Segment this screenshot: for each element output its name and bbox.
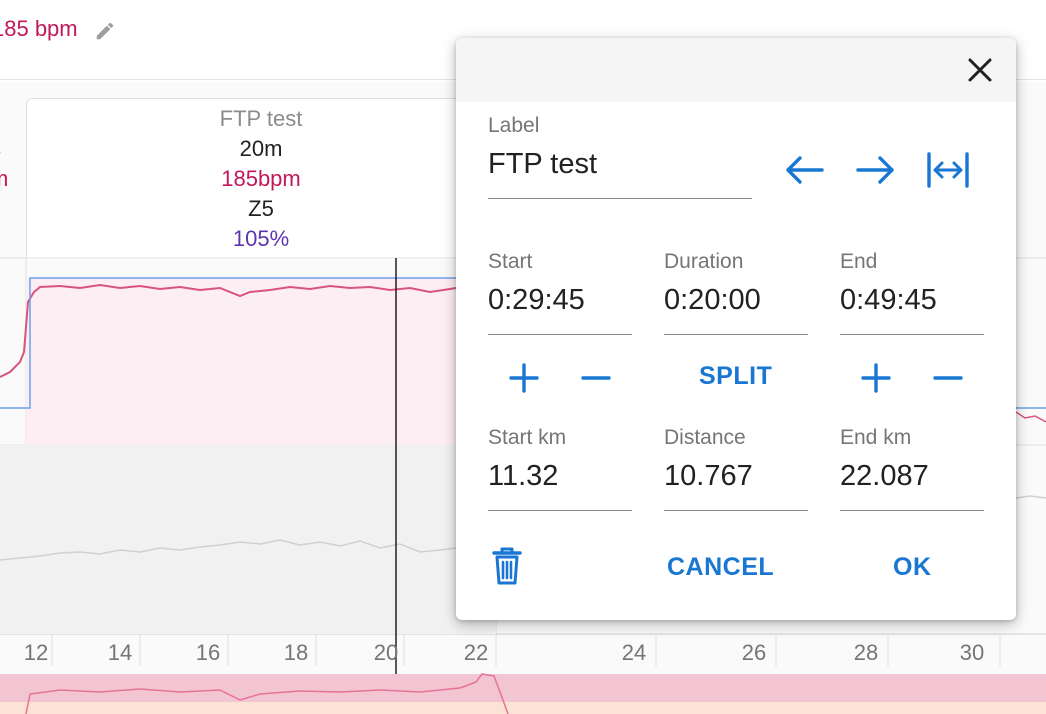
label-caption: Label [488,114,540,137]
edit-interval-dialog: Label FTP test Start 0:29:45 Duration 0:… [456,38,1016,620]
end-km-input[interactable]: 22.087 [840,460,929,492]
close-icon[interactable] [960,50,1000,90]
pencil-icon[interactable] [94,20,116,42]
start-km-caption: Start km [488,426,567,449]
dialog-header [456,38,1016,102]
start-caption: Start [488,250,533,273]
start-increment-icon[interactable] [508,362,540,394]
segment-header-card[interactable] [26,98,496,260]
average-heart-rate: 185 bpm [0,16,78,41]
arrow-left-icon[interactable] [780,150,828,190]
start-time-input[interactable]: 0:29:45 [488,284,585,316]
arrow-right-icon[interactable] [852,150,900,190]
overview-strip [0,674,1046,702]
end-km-underline [840,510,984,511]
previous-segment-line: m [0,164,8,194]
power-trace [0,283,457,378]
distance-caption: Distance [664,426,746,449]
x-axis-tick-label: 26 [741,640,767,665]
end-increment-icon[interactable] [860,362,892,394]
previous-segment-summary[interactable]: s m [0,134,8,194]
previous-segment-line: s [0,134,8,164]
segment-intensity: 105% [232,226,290,251]
x-axis-tick-label: 22 [463,640,489,665]
segment-summary[interactable]: FTP test 20m 185bpm Z5 105% [26,104,496,254]
end-km-caption: End km [840,426,912,449]
x-axis-tick-label: 12 [23,640,49,665]
ok-button[interactable]: OK [893,553,932,581]
x-axis-tick-label: 18 [283,640,309,665]
segment-heart-rate: 185bpm [221,166,301,191]
end-time-underline [840,334,984,335]
segment-zone: Z5 [248,196,274,221]
x-axis-tick-label: 20 [373,640,399,665]
x-axis-tick-label: 28 [853,640,879,665]
expand-horizontal-icon[interactable] [924,150,972,190]
split-button[interactable]: SPLIT [699,362,773,390]
activity-chart-canvas [0,257,1046,714]
start-time-underline [488,334,632,335]
end-time-input[interactable]: 0:49:45 [840,284,937,316]
cancel-button[interactable]: CANCEL [667,553,775,581]
target-line [0,277,456,409]
start-km-underline [488,510,632,511]
x-axis-tick-marks [51,634,1001,666]
x-axis-tick-label: 16 [195,640,221,665]
end-caption: End [840,250,878,273]
duration-caption: Duration [664,250,744,273]
trash-icon[interactable] [490,546,524,586]
distance-underline [664,510,808,511]
x-axis-tick-label: 30 [959,640,985,665]
start-km-input[interactable]: 11.32 [488,460,559,492]
x-axis-tick-label: 14 [107,640,133,665]
distance-input[interactable]: 10.767 [664,460,753,492]
segment-duration: 20m [239,136,283,161]
segment-name: FTP test [219,106,303,131]
duration-underline [664,334,808,335]
label-input[interactable]: FTP test [488,148,598,180]
x-axis-tick-label: 24 [621,640,647,665]
start-decrement-icon[interactable] [580,362,612,394]
label-input-underline [488,198,752,199]
secondary-trace [0,539,457,561]
end-decrement-icon[interactable] [932,362,964,394]
duration-input[interactable]: 0:20:00 [664,284,761,316]
